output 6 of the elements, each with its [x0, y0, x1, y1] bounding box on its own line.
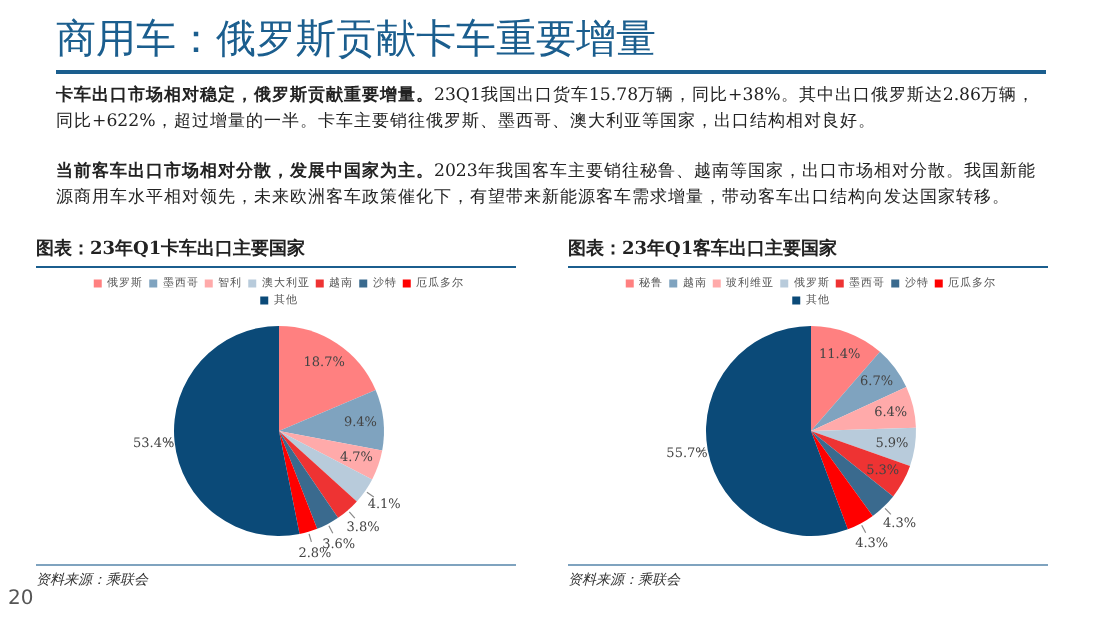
- text: 当前客车出口市场相对分散，发展中国家为主。: [56, 162, 434, 182]
- chart-title: 图表：23年Q1卡车出口主要国家: [36, 236, 516, 268]
- chart-title: 图表：23年Q1客车出口主要国家: [568, 236, 1048, 268]
- text: 卡车出口市场相对稳定，俄罗斯贡献重要增量。: [56, 86, 434, 106]
- text: 20: [8, 588, 34, 610]
- text: 商用车：俄罗斯贡献卡车重要增量: [56, 12, 1046, 74]
